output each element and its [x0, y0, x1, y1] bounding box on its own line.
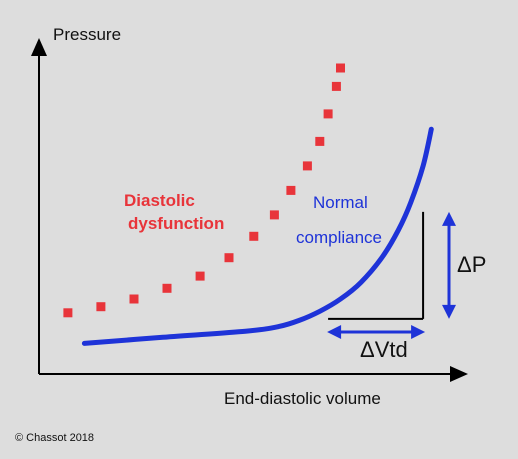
annotation-diastolic-line2: dysfunction — [128, 214, 224, 233]
dysfunction-point-7 — [269, 210, 279, 220]
y-axis-label: Pressure — [53, 25, 121, 44]
series-layer — [63, 63, 434, 346]
dysfunction-point-13 — [336, 63, 345, 73]
dysfunction-point-5 — [224, 253, 234, 263]
delta-p-label: ΔP — [457, 252, 486, 277]
series-diastolic-dysfunction — [63, 63, 345, 318]
dysfunction-point-1 — [96, 302, 106, 312]
dysfunction-point-2 — [129, 294, 139, 304]
delta-p-arrowhead-bottom — [442, 304, 456, 319]
dysfunction-point-11 — [323, 109, 333, 119]
copyright-credit: © Chassot 2018 — [15, 432, 94, 444]
dysfunction-point-6 — [249, 231, 259, 241]
dysfunction-point-8 — [286, 185, 296, 195]
dysfunction-point-9 — [302, 161, 312, 171]
dysfunction-point-0 — [63, 308, 73, 318]
delta-p-arrowhead-top — [442, 211, 456, 226]
delta-vtd-label: ΔVtd — [360, 337, 408, 362]
y-axis-arrowhead — [31, 38, 47, 56]
dysfunction-point-3 — [162, 283, 172, 293]
series-normal-compliance — [81, 126, 434, 346]
delta-vtd-arrowhead-left — [327, 325, 342, 339]
dysfunction-point-10 — [315, 136, 325, 146]
x-axis-label: End-diastolic volume — [224, 389, 381, 408]
dysfunction-point-4 — [195, 271, 205, 281]
delta-vtd-arrowhead-right — [411, 325, 426, 339]
annotation-normal-line1: Normal — [313, 193, 368, 212]
delta-triangle — [327, 211, 456, 339]
annotation-diastolic-line1: Diastolic — [124, 191, 195, 210]
axes — [31, 38, 468, 382]
dysfunction-point-12 — [331, 81, 341, 91]
annotation-normal-line2: compliance — [296, 228, 382, 247]
x-axis-arrowhead — [450, 366, 468, 382]
